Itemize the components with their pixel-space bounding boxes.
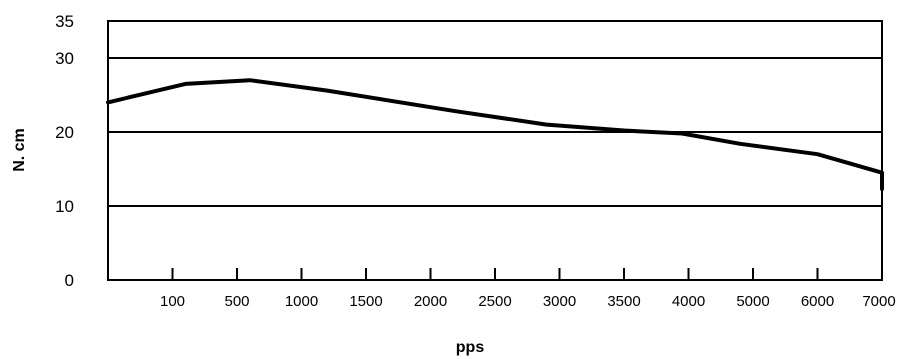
y-axis-ticks: 0 10 20 30 35 [55,12,74,290]
x-tick-label: 3000 [543,293,576,310]
x-axis-ticks: 100 500 1000 1500 2000 2500 3000 3500 4000 5000 60… [160,268,896,310]
x-axis-title: pps [456,339,485,356]
y-tick-label: 20 [55,123,74,142]
plot-frame [107,20,883,281]
y-tick-label: 0 [65,271,74,290]
x-tick-label: 5000 [736,293,769,310]
x-tick-label: 100 [160,293,185,310]
y-axis-title: N. cm [11,128,28,172]
x-tick-label: 500 [224,293,249,310]
x-tick-label: 1000 [285,293,318,310]
y-tick-label: 30 [55,49,74,68]
y-tick-label: 10 [55,197,74,216]
series-line [106,78,884,191]
x-tick-label: 6000 [801,293,834,310]
x-tick-label: 2500 [478,293,511,310]
x-tick-label: 3500 [607,293,640,310]
x-tick-label: 7000 [862,293,895,310]
x-tick-label: 4000 [672,293,705,310]
y-tick-label: 35 [55,12,74,31]
x-tick-label: 1500 [349,293,382,310]
x-tick-label: 2000 [414,293,447,310]
gridlines [108,57,882,207]
